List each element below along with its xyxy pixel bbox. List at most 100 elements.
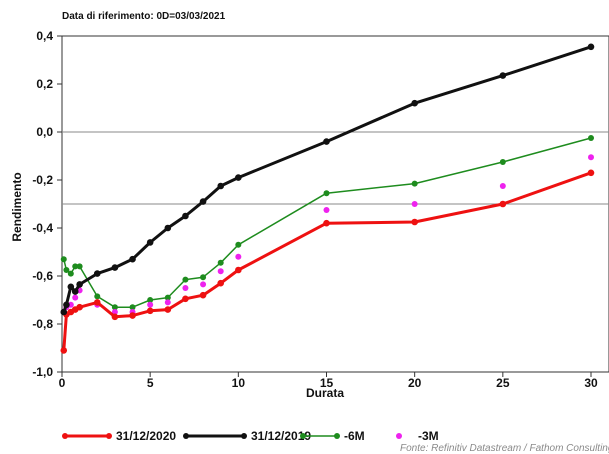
data-point xyxy=(587,169,595,177)
series-0 xyxy=(60,169,595,354)
data-point xyxy=(67,283,75,291)
legend-item: 31/12/2019 xyxy=(183,429,311,443)
data-point xyxy=(72,263,79,270)
legend-item: -6M xyxy=(300,429,365,443)
legend-marker xyxy=(396,433,402,439)
data-point xyxy=(60,308,68,316)
data-point xyxy=(200,281,207,288)
legend-label: -3M xyxy=(418,429,439,443)
y-tick-label: -0,8 xyxy=(32,317,53,331)
data-point xyxy=(147,301,154,308)
y-tick-label: -0,4 xyxy=(32,221,53,235)
series-3 xyxy=(60,154,594,315)
data-point xyxy=(411,180,418,187)
data-point xyxy=(182,285,189,291)
data-point xyxy=(60,256,67,263)
data-point xyxy=(217,182,224,190)
data-point xyxy=(76,281,83,288)
legend-item: -3M xyxy=(396,429,439,443)
legend-marker xyxy=(106,433,112,439)
data-point xyxy=(146,239,154,246)
data-point xyxy=(235,253,242,260)
legend-label: 31/12/2019 xyxy=(251,429,311,443)
data-point xyxy=(76,263,83,270)
data-point xyxy=(323,219,330,227)
data-point xyxy=(587,43,595,51)
data-point xyxy=(182,295,189,303)
x-tick-label: 30 xyxy=(584,376,598,390)
data-point xyxy=(164,224,172,232)
x-tick-label: 0 xyxy=(59,376,66,390)
data-point xyxy=(323,207,330,213)
legend-marker xyxy=(241,433,247,439)
series-line xyxy=(62,45,592,313)
data-point xyxy=(111,313,119,321)
data-point xyxy=(111,304,118,311)
data-point xyxy=(76,303,83,311)
data-point xyxy=(200,274,207,281)
data-point xyxy=(499,159,506,165)
legend-marker xyxy=(62,433,68,439)
data-point xyxy=(499,183,506,189)
legend-marker xyxy=(183,433,189,439)
data-point xyxy=(111,264,119,271)
data-point xyxy=(235,241,242,248)
x-tick-label: 10 xyxy=(232,376,246,390)
data-point xyxy=(499,200,507,208)
y-tick-label: 0,0 xyxy=(36,125,53,139)
data-point xyxy=(217,268,224,275)
data-point xyxy=(411,218,418,226)
x-tick-label: 15 xyxy=(320,376,334,390)
data-point xyxy=(129,304,136,311)
legend-label: -6M xyxy=(344,429,365,443)
data-point xyxy=(235,174,242,181)
data-point xyxy=(164,294,171,301)
data-point xyxy=(164,299,171,306)
y-tick-label: -0,2 xyxy=(32,173,53,187)
x-axis-label: Durata xyxy=(306,386,344,400)
data-point xyxy=(199,291,207,299)
data-point xyxy=(323,190,330,197)
source-note: Fonte: Refinitiv Datastream / Fathom Con… xyxy=(400,443,609,454)
data-point xyxy=(182,212,189,220)
data-point xyxy=(199,198,207,205)
data-point xyxy=(217,259,224,266)
data-point xyxy=(94,293,101,300)
x-tick-label: 25 xyxy=(496,376,510,390)
data-point xyxy=(63,267,70,273)
x-tick-label: 20 xyxy=(408,376,422,390)
y-tick-label: -1,0 xyxy=(32,365,53,379)
data-point xyxy=(93,270,101,277)
y-tick-label: 0,2 xyxy=(36,77,53,91)
data-point xyxy=(93,299,101,306)
legend-item: 31/12/2020 xyxy=(62,429,176,443)
data-point xyxy=(164,306,172,313)
data-point xyxy=(72,294,79,301)
legend-marker xyxy=(300,433,306,439)
data-point xyxy=(129,255,136,263)
data-point xyxy=(71,288,79,295)
data-point xyxy=(111,309,118,315)
data-point xyxy=(146,307,154,315)
legend: 31/12/2020 31/12/2019 -6M -3M xyxy=(62,429,439,443)
data-point xyxy=(147,297,154,303)
x-tick-label: 5 xyxy=(147,376,154,390)
series-2 xyxy=(60,135,594,311)
data-point xyxy=(217,279,224,287)
data-point xyxy=(235,266,242,274)
data-point xyxy=(411,99,418,107)
data-point xyxy=(60,347,68,354)
data-point xyxy=(129,312,136,319)
data-point xyxy=(67,270,74,277)
data-point xyxy=(588,135,594,141)
y-tick-label: 0,4 xyxy=(36,29,53,43)
series-line xyxy=(62,171,592,351)
data-point xyxy=(411,201,418,207)
data-point xyxy=(63,301,70,309)
data-point xyxy=(588,154,594,161)
chart-title: Data di riferimento: 0D=03/03/2021 xyxy=(62,11,226,22)
data-point xyxy=(323,138,330,145)
data-point xyxy=(182,276,189,283)
